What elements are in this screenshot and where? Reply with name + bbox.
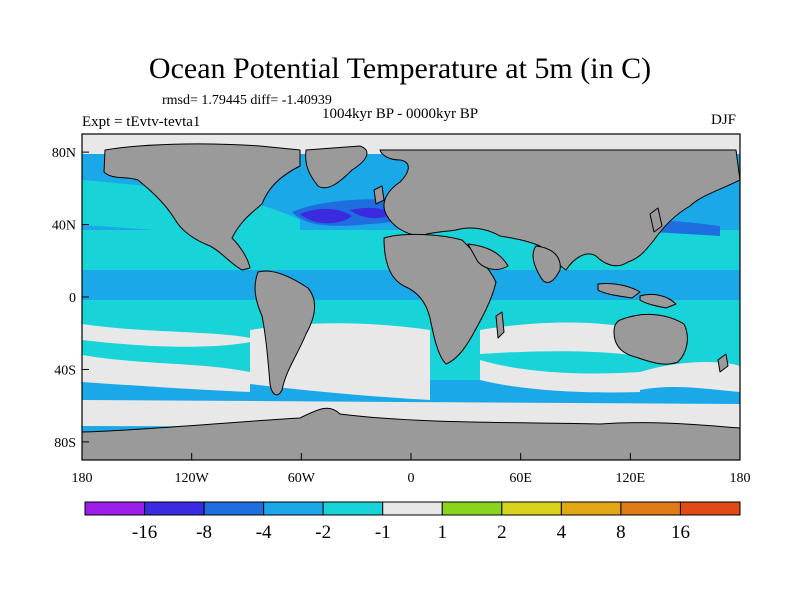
colorbar-swatch	[144, 501, 205, 516]
colorbar-swatch	[620, 501, 681, 516]
map-title: Ocean Potential Temperature at 5m (in C)	[148, 52, 652, 85]
south-america	[254, 270, 315, 396]
colorbar-swatch	[84, 501, 146, 516]
colorbar-swatch	[382, 501, 443, 516]
colorbar-swatch	[501, 501, 562, 516]
colorbar-label: -16	[132, 522, 157, 543]
lon-tick-label: 120W	[175, 471, 210, 486]
period-text: 1004kyr BP - 0000kyr BP	[322, 106, 479, 122]
colorbar-label: 16	[671, 522, 690, 543]
colorbar-label: 8	[616, 522, 626, 543]
colorbar-label: 2	[497, 522, 507, 543]
latitude-ticks: 80N 40N 0 40S 80S	[52, 146, 89, 451]
colorbar-label: -8	[196, 522, 212, 543]
map-field	[82, 134, 740, 460]
colorbar-swatch	[560, 501, 622, 516]
colorbar-swatch	[263, 501, 324, 516]
lon-tick-label: 120E	[616, 471, 646, 486]
greenland	[305, 145, 368, 189]
colorbar-label: 4	[557, 522, 567, 543]
land-masses	[82, 143, 740, 460]
colorbar-swatch	[203, 501, 265, 516]
experiment-text: Expt = tEvtv-tevta1	[82, 114, 201, 130]
colorbar-swatch	[679, 501, 741, 516]
new-guinea	[639, 293, 677, 309]
longitude-ticks: 180 120W 60W 0 60E 120E 180	[72, 453, 751, 486]
stats-text: rmsd= 1.79445 diff= -1.40939	[162, 93, 332, 108]
madagascar	[495, 311, 505, 339]
australia	[613, 313, 688, 365]
lon-tick-label: 180	[72, 471, 93, 486]
india	[532, 245, 561, 284]
colorbar-label: 1	[438, 522, 448, 543]
lat-tick-label: 80N	[52, 146, 76, 161]
eurasia	[379, 149, 740, 271]
lat-tick-label: 40S	[54, 363, 76, 378]
colorbar-label: -1	[375, 522, 391, 543]
colorbar-labels: -16 -8 -4 -2 -1 1 2 4 8 16	[132, 522, 690, 543]
lon-tick-label: 60W	[288, 471, 316, 486]
colorbar-label: -2	[315, 522, 331, 543]
lon-tick-label: 180	[730, 471, 751, 486]
colorbar-label: -4	[256, 522, 272, 543]
lat-tick-label: 80S	[54, 436, 76, 451]
lat-tick-label: 0	[69, 291, 76, 306]
colorbar-swatch	[322, 501, 384, 516]
antarctica	[82, 407, 740, 460]
japan	[649, 207, 663, 233]
colorbar	[84, 501, 741, 516]
near-zero-regions	[82, 134, 740, 428]
lon-tick-label: 0	[408, 471, 415, 486]
indonesia	[597, 283, 641, 299]
new-zealand	[717, 353, 729, 373]
north-america	[103, 143, 301, 271]
lat-tick-label: 40N	[52, 219, 76, 234]
season-text: DJF	[711, 112, 737, 128]
arabia	[467, 243, 509, 270]
britain	[373, 185, 385, 205]
colorbar-swatch	[441, 501, 503, 516]
africa	[383, 233, 497, 365]
lon-tick-label: 60E	[509, 471, 532, 486]
